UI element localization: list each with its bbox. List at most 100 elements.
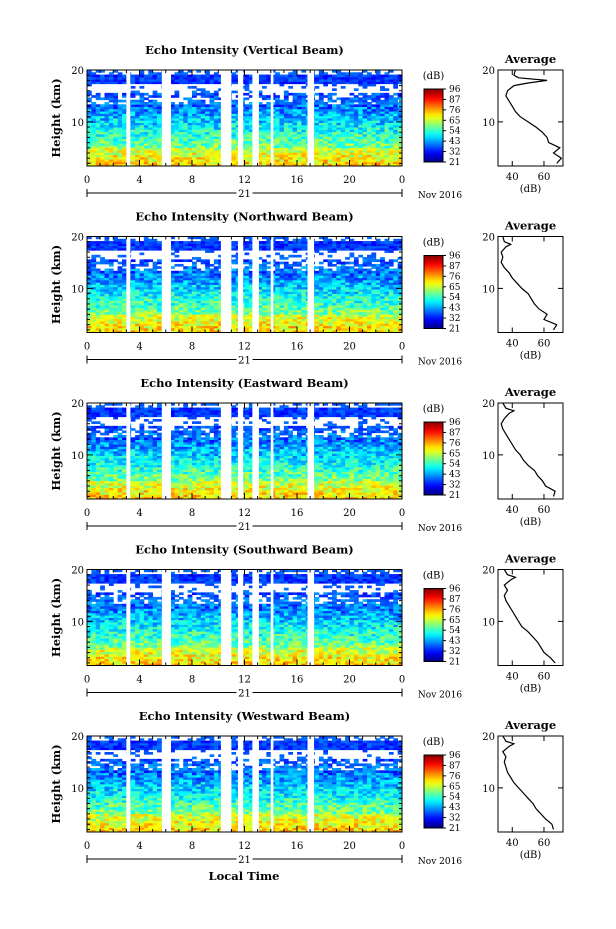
heatmap-cell (231, 106, 237, 110)
heatmap-cell (200, 138, 206, 142)
heatmap-cell (384, 111, 390, 114)
heatmap-cell (143, 111, 149, 114)
heatmap-cell (358, 124, 364, 128)
heatmap-cell (100, 154, 105, 158)
heatmap-cell (349, 111, 355, 114)
heatmap-cell (117, 286, 123, 290)
heatmap-cell (393, 300, 399, 304)
heatmap-cell (358, 143, 364, 146)
heatmap-cell (323, 81, 329, 85)
heatmap-cell (183, 122, 189, 126)
heatmap-cell (100, 311, 105, 315)
heatmap-cell (148, 156, 154, 160)
heatmap-cell (152, 99, 158, 103)
heatmap-cell (318, 286, 324, 290)
heatmap-cell (301, 86, 307, 89)
heatmap-cell (345, 81, 350, 85)
heatmap-cell (205, 76, 210, 80)
heatmap-cell (95, 316, 101, 320)
heatmap-cell (148, 76, 154, 80)
heatmap-cell (139, 300, 145, 304)
heatmap-cell (178, 72, 184, 75)
heatmap-cell (288, 134, 294, 137)
heatmap-cell (375, 300, 381, 304)
heatmap-cell (139, 311, 145, 315)
heatmap-cell (332, 143, 337, 146)
heatmap-cell (384, 138, 390, 142)
heatmap-cell (336, 108, 342, 112)
heatmap-cell (178, 323, 184, 327)
heatmap-cell (297, 104, 302, 107)
heatmap-cell (349, 113, 355, 117)
heatmap-cell (143, 127, 149, 130)
heatmap-cell (301, 124, 307, 128)
heatmap-cell (200, 300, 206, 304)
heatmap-cell (380, 115, 385, 119)
heatmap-cell (205, 145, 210, 149)
heatmap-cell (384, 122, 390, 126)
heatmap-cell (213, 152, 219, 155)
heatmap-cell (314, 161, 320, 165)
heatmap-cell (279, 129, 285, 133)
heatmap-cell (91, 79, 97, 82)
heatmap-cell (262, 134, 267, 137)
heatmap-cell (262, 163, 267, 167)
heatmap-cell (231, 120, 237, 123)
heatmap-cell (218, 131, 224, 135)
heatmap-cell (170, 131, 175, 135)
heatmap-cell (143, 161, 149, 165)
heatmap-cell (196, 307, 202, 311)
heatmap-cell (117, 152, 123, 155)
heatmap-cell (139, 118, 145, 121)
heatmap-cell (187, 79, 193, 82)
heatmap-cell (275, 131, 280, 135)
heatmap-cell (388, 140, 394, 144)
heatmap-cell (100, 131, 105, 135)
heatmap-cell (318, 102, 324, 105)
heatmap-cell (283, 92, 289, 96)
heatmap-cell (148, 136, 154, 139)
heatmap-cell (288, 161, 294, 165)
heatmap-cell (314, 318, 320, 322)
heatmap-cell (349, 72, 355, 75)
heatmap-cell (323, 318, 329, 322)
heatmap-cell (117, 74, 123, 78)
heatmap-cell (231, 300, 237, 304)
profile-frame (497, 69, 564, 167)
heatmap-cell (157, 291, 162, 295)
heatmap-cell (371, 115, 377, 119)
heatmap-cell (231, 163, 237, 167)
heatmap-cell (143, 311, 149, 315)
heatmap-cell (152, 318, 158, 322)
heatmap-cell (384, 140, 390, 144)
heatmap-cell (244, 79, 250, 82)
heatmap-cell (100, 136, 105, 139)
heatmap-cell (104, 275, 110, 279)
heatmap-cell (192, 111, 197, 114)
heatmap-cell (135, 307, 140, 311)
heatmap-cell (117, 143, 123, 146)
heatmap-cell (314, 307, 320, 311)
heatmap-cell (297, 163, 302, 167)
heatmap-cell (183, 152, 189, 155)
heatmap-cell (244, 147, 250, 151)
heatmap-cell (108, 76, 114, 80)
heatmap-cell (380, 104, 385, 107)
heatmap-cell (327, 295, 333, 299)
heatmap-cell (301, 318, 307, 322)
heatmap-cell (130, 156, 136, 160)
heatmap-cell (301, 163, 307, 167)
heatmap-cell (297, 145, 302, 149)
heatmap-cell (283, 79, 289, 82)
heatmap-cell (122, 92, 127, 96)
heatmap-cell (104, 156, 110, 160)
heatmap-cell (283, 161, 289, 165)
heatmap-cell (275, 291, 280, 295)
heatmap-cell (353, 302, 359, 306)
heatmap-cell (388, 318, 394, 322)
heatmap-cell (340, 311, 346, 315)
heatmap-cell (292, 108, 298, 112)
heatmap-cell (318, 115, 324, 119)
heatmap-cell (244, 311, 250, 315)
heatmap-cell (104, 111, 110, 114)
